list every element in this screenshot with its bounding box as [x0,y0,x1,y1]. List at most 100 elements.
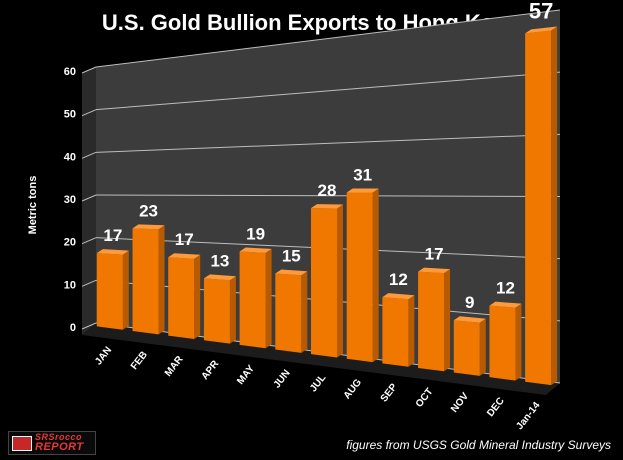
bar-side [229,276,236,344]
bar-side [337,204,343,358]
bar-front [453,320,480,376]
bar-front [311,208,337,358]
y-tick-label: 0 [70,322,76,334]
bar-top [525,26,558,34]
x-tick-label: MAY [235,363,257,387]
gold-bar-icon [12,436,32,451]
data-label: 15 [282,247,301,266]
bar [453,316,486,376]
x-tick-label: Jan-14 [514,400,542,432]
floor [82,323,560,395]
bar-front [275,273,302,353]
bar-side [194,254,201,339]
bar-front [239,251,266,349]
data-label: 19 [246,225,265,244]
bar-top [489,301,522,308]
bar [239,247,272,349]
bar-front [418,271,445,372]
data-label: 13 [210,251,229,270]
bar-top [453,316,486,323]
data-label: 57 [529,0,553,24]
bar [418,267,451,372]
x-tick-label: SEP [379,382,400,405]
bar-top [275,269,308,276]
data-label: 17 [103,226,122,245]
bar-top [311,204,343,209]
bar [489,301,522,381]
data-label: 31 [353,165,372,184]
x-tick-label: APR [200,358,222,382]
bar [525,26,558,386]
x-tick-label: OCT [414,386,436,409]
gridline [95,9,561,68]
data-label: 17 [175,230,194,249]
bar-top [203,274,236,281]
bar-front [96,253,123,330]
gridline-side [81,322,97,330]
gridline [95,71,561,111]
bar-top [346,188,379,193]
gridline [95,194,561,197]
x-tick-label: DEC [485,396,507,419]
y-tick-label: 10 [64,279,76,291]
bar-top [132,224,165,230]
y-axis-title: Metric tons [27,176,39,235]
bar-front [382,297,409,367]
data-label: 23 [139,201,158,220]
x-tick-label: AUG [342,377,364,401]
bar-side [158,225,165,335]
bar-top [382,293,415,300]
bar-side [372,188,379,363]
data-label: 12 [389,270,408,289]
bar [311,204,343,358]
logo-line1: SRSrocco [35,432,83,442]
gridline [95,133,561,153]
gridline-side [81,194,97,202]
bar-side [444,269,451,372]
bar-side [265,248,272,349]
data-label: 28 [318,181,337,200]
bar-top [96,249,129,255]
side-wall [82,67,96,335]
bar-side [551,26,558,386]
bar-side [479,318,486,376]
bar [132,224,165,335]
bar-front [525,30,552,386]
bar-side [301,271,308,353]
bar [382,293,415,367]
y-tick-label: 50 [64,109,76,121]
source-note: figures from USGS Gold Mineral Industry … [346,438,611,452]
bar-front [203,278,230,344]
bar-side [122,250,129,330]
y-tick-label: 20 [64,237,76,249]
bar-front [168,257,195,339]
gridline-side [81,66,97,74]
x-tick-label: JUN [272,368,293,391]
bar-front [346,192,373,363]
gridline-side [81,109,97,117]
x-tick-label: FEB [129,349,150,372]
bar [203,274,236,344]
bar-front [132,228,159,335]
data-label: 12 [496,279,515,298]
bar-top [239,247,272,253]
bar [168,253,201,339]
srsrocco-logo: SRSrocco REPORT [8,431,96,455]
bar-top [168,253,201,259]
data-label: 17 [425,245,444,264]
x-tick-label: JUL [308,373,328,395]
bar-side [515,303,522,381]
x-tick-label: NOV [449,391,471,415]
bar [346,188,379,363]
bar-side [408,295,415,367]
bar [275,269,308,353]
data-label: 9 [465,293,474,312]
logo-line2: REPORT [35,441,84,453]
gridline-side [81,279,97,287]
x-tick-label: MAR [163,353,186,378]
y-tick-label: 40 [64,151,76,163]
bar-front [489,305,516,381]
gridline-side [81,237,97,245]
y-tick-label: 30 [64,194,76,206]
